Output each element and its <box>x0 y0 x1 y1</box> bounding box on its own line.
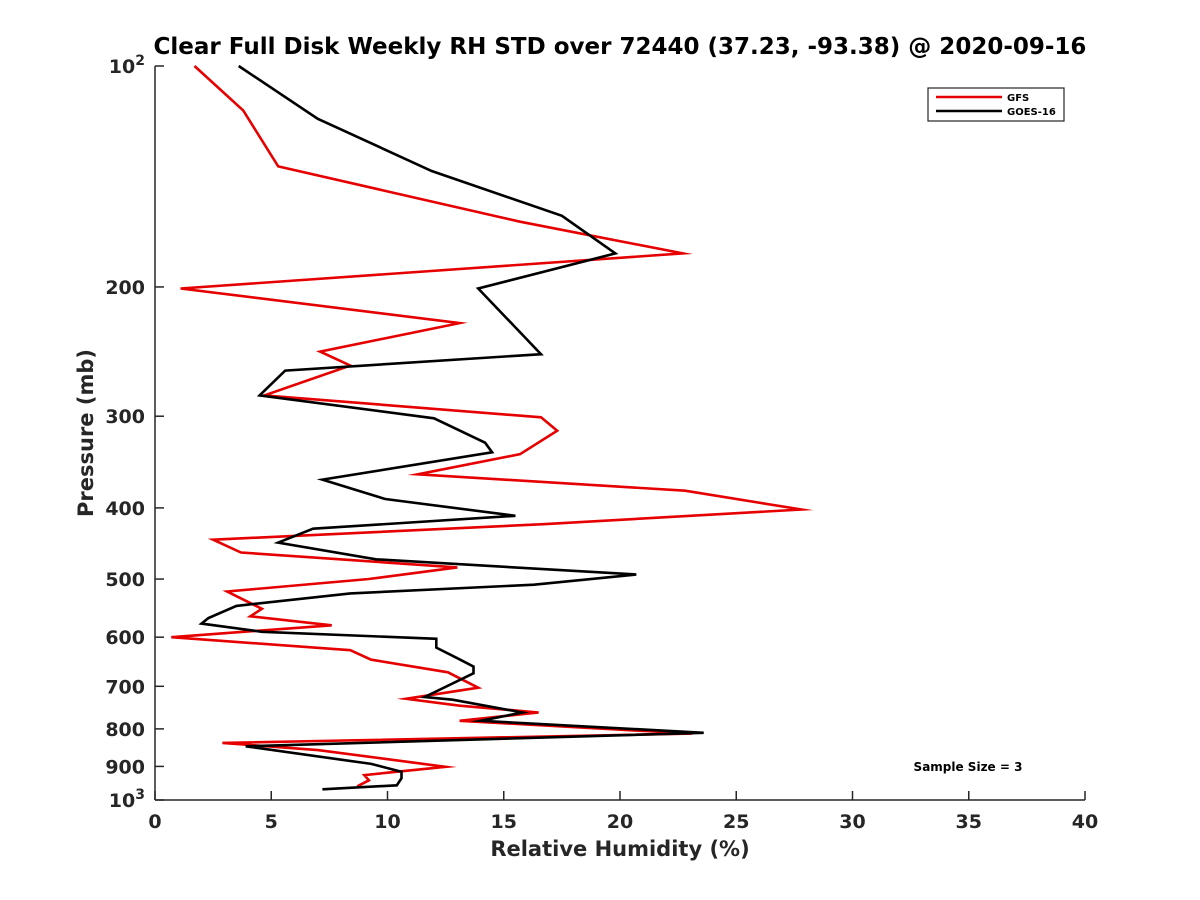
legend-label-goes-16: GOES-16 <box>1007 107 1056 118</box>
y-tick-label: 103 <box>109 787 145 812</box>
chart-title: Clear Full Disk Weekly RH STD over 72440… <box>154 34 1087 60</box>
sample-size-annotation: Sample Size = 3 <box>914 760 1023 774</box>
y-tick-label: 400 <box>105 498 145 520</box>
x-tick-label: 35 <box>956 811 982 833</box>
legend-box <box>927 87 1065 122</box>
y-tick-label: 102 <box>109 53 145 78</box>
x-axis-ticks: 0 5 10 15 20 25 30 35 40 <box>148 791 1098 833</box>
y-tick-label: 300 <box>105 406 145 428</box>
y-tick-label: 600 <box>105 627 145 649</box>
y-tick-label: 500 <box>105 569 145 591</box>
y-tick-exponent: 2 <box>135 53 145 69</box>
y-tick-label: 700 <box>105 676 145 698</box>
series-layer <box>171 64 814 791</box>
x-tick-label: 30 <box>839 811 865 833</box>
y-tick-exponent: 3 <box>135 787 145 803</box>
x-tick-label: 0 <box>148 811 161 833</box>
legend-label-gfs: GFS <box>1007 93 1029 104</box>
y-tick-label: 900 <box>105 756 145 778</box>
x-tick-label: 5 <box>265 811 278 833</box>
y-tick-base: 10 <box>109 790 135 812</box>
y-tick-base: 10 <box>109 56 135 78</box>
x-tick-label: 40 <box>1072 811 1098 833</box>
y-tick-label: 200 <box>105 277 145 299</box>
legend: GFS GOES-16 <box>927 87 1065 122</box>
series-line-goes-16 <box>198 64 704 791</box>
x-tick-label: 10 <box>374 811 400 833</box>
y-tick-label: 800 <box>105 719 145 741</box>
plot-area <box>154 66 1085 801</box>
y-axis-label: Pressure (mb) <box>74 349 98 517</box>
x-tick-label: 20 <box>607 811 633 833</box>
plot-background <box>155 66 1085 800</box>
x-axis-label: Relative Humidity (%) <box>490 837 749 861</box>
x-tick-label: 15 <box>491 811 517 833</box>
x-tick-label: 25 <box>723 811 749 833</box>
